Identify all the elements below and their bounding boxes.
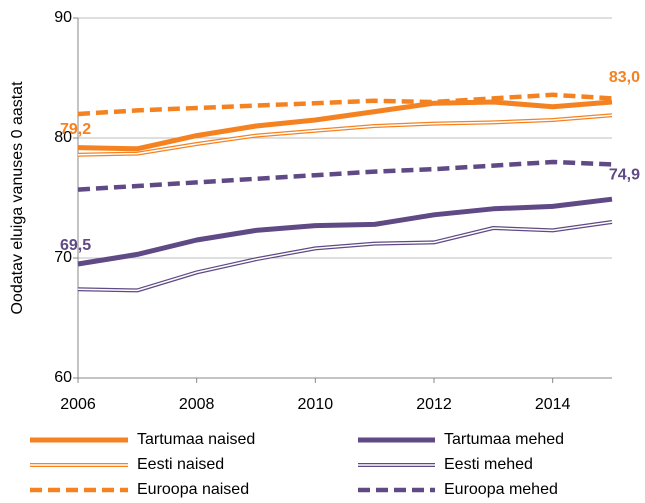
x-tick-label: 2006: [60, 396, 96, 413]
legend-label: Euroopa naised: [137, 481, 249, 498]
series-line: [77, 99, 613, 152]
x-tick-label: 2012: [416, 396, 452, 413]
value-label: 69,5: [60, 237, 91, 254]
legend-label: Euroopa mehed: [444, 481, 558, 498]
series-line: [77, 221, 613, 292]
value-label: 74,9: [609, 166, 640, 183]
y-tick-label: 90: [54, 9, 72, 26]
y-tick-label: 80: [54, 129, 72, 146]
series-line: [77, 159, 613, 192]
x-tick-label: 2008: [179, 396, 215, 413]
y-tick-label: 60: [54, 369, 72, 386]
x-tick-label: 2014: [535, 396, 571, 413]
y-tick-label: 70: [54, 249, 72, 266]
series-line: [77, 196, 613, 267]
series-line: [77, 220, 613, 293]
legend-label: Tartumaa naised: [137, 431, 255, 448]
value-label: 83,0: [609, 69, 640, 86]
value-label: 79,2: [60, 121, 91, 138]
legend-label: Tartumaa mehed: [444, 431, 564, 448]
legend-label: Eesti mehed: [444, 456, 533, 473]
x-tick-label: 2010: [298, 396, 334, 413]
legend-label: Eesti naised: [137, 456, 224, 473]
y-axis-label: Oodatav eluiga vanuses 0 aastat: [9, 81, 26, 315]
series-line: [77, 114, 613, 156]
